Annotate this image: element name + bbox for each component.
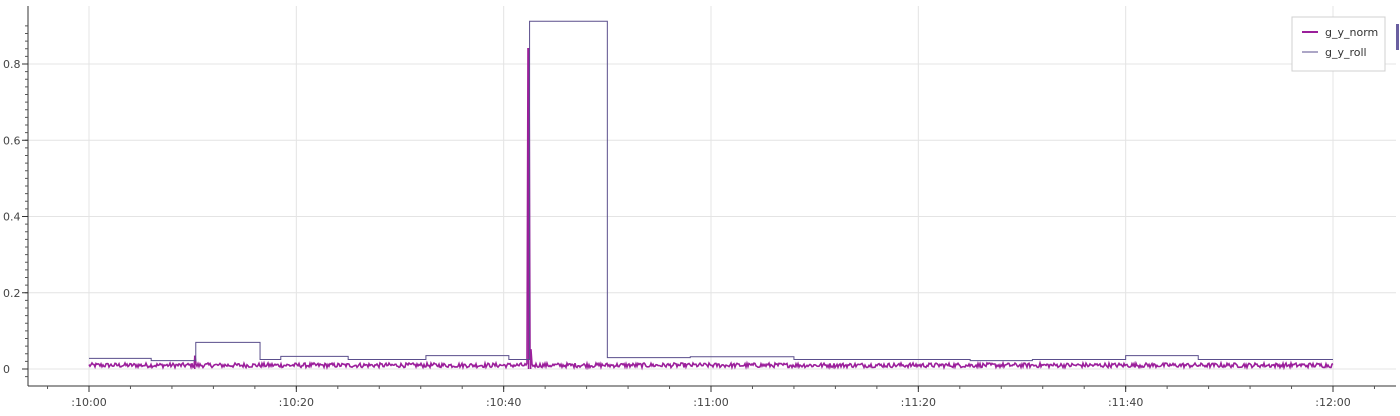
grid bbox=[28, 6, 1396, 386]
x-tick-label: :10:40 bbox=[486, 396, 521, 409]
x-tick-label: :10:00 bbox=[71, 396, 106, 409]
y-tick-label: 0.2 bbox=[3, 287, 21, 300]
x-tick-label: :10:20 bbox=[279, 396, 314, 409]
series-layer bbox=[88, 20, 1334, 371]
x-tick-label: :11:00 bbox=[693, 396, 728, 409]
x-tick-label: :11:40 bbox=[1108, 396, 1143, 409]
legend-box bbox=[1291, 16, 1386, 72]
series-line-g_y_roll bbox=[89, 20, 1333, 362]
legend-label-g_y_norm[interactable]: g_y_norm bbox=[1325, 26, 1378, 39]
legend[interactable]: g_y_norm g_y_roll bbox=[1291, 16, 1399, 72]
x-tick-label: :12:00 bbox=[1315, 396, 1350, 409]
series-line-g_y_norm bbox=[88, 48, 1334, 371]
legend-label-g_y_roll[interactable]: g_y_roll bbox=[1325, 46, 1367, 59]
y-tick-label: 0 bbox=[3, 363, 10, 376]
axes: 0 0.2 0.4 0.6 0.8 :10:00 :10:20 :10:40 :11:00 :11… bbox=[3, 6, 1396, 409]
y-tick-label: 0.8 bbox=[3, 58, 21, 71]
y-tick-label: 0.4 bbox=[3, 211, 21, 224]
x-tick-label: :11:20 bbox=[901, 396, 936, 409]
legend-scroll-indicator[interactable] bbox=[1396, 24, 1399, 50]
y-tick-label: 0.6 bbox=[3, 134, 21, 147]
